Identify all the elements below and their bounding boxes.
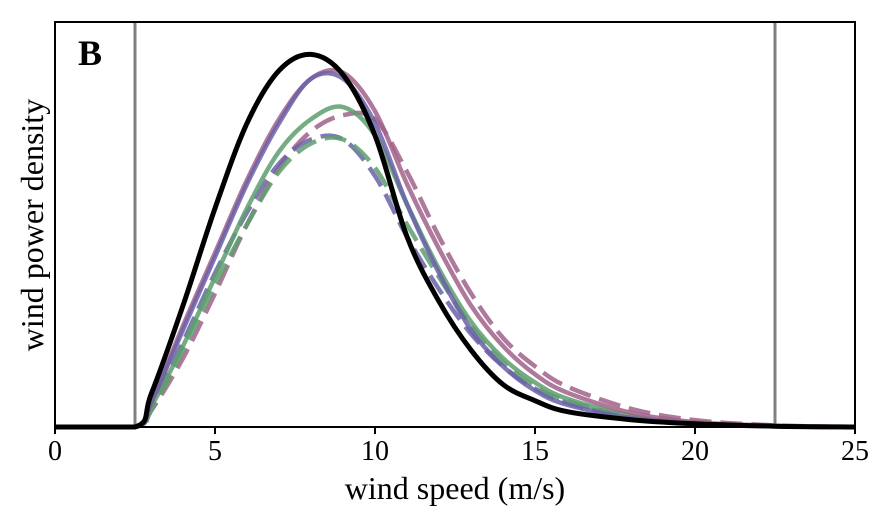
series-line-6-solid bbox=[55, 51, 856, 430]
x-tick-label: 15 bbox=[521, 436, 549, 467]
series-line-0-dashed bbox=[55, 110, 856, 430]
panel-label: B bbox=[78, 33, 102, 73]
x-tick-label: 5 bbox=[208, 436, 222, 467]
x-tick-label: 10 bbox=[361, 436, 389, 467]
series-line-5-solid bbox=[55, 70, 856, 430]
x-axis-label: wind speed (m/s) bbox=[345, 470, 565, 506]
y-axis-label: wind power density bbox=[14, 99, 50, 351]
x-tick-label: 25 bbox=[841, 436, 869, 467]
x-tick-label: 20 bbox=[681, 436, 709, 467]
x-tick-label: 0 bbox=[48, 436, 62, 467]
series-line-4-solid bbox=[55, 67, 856, 430]
plot-frame bbox=[54, 21, 856, 428]
